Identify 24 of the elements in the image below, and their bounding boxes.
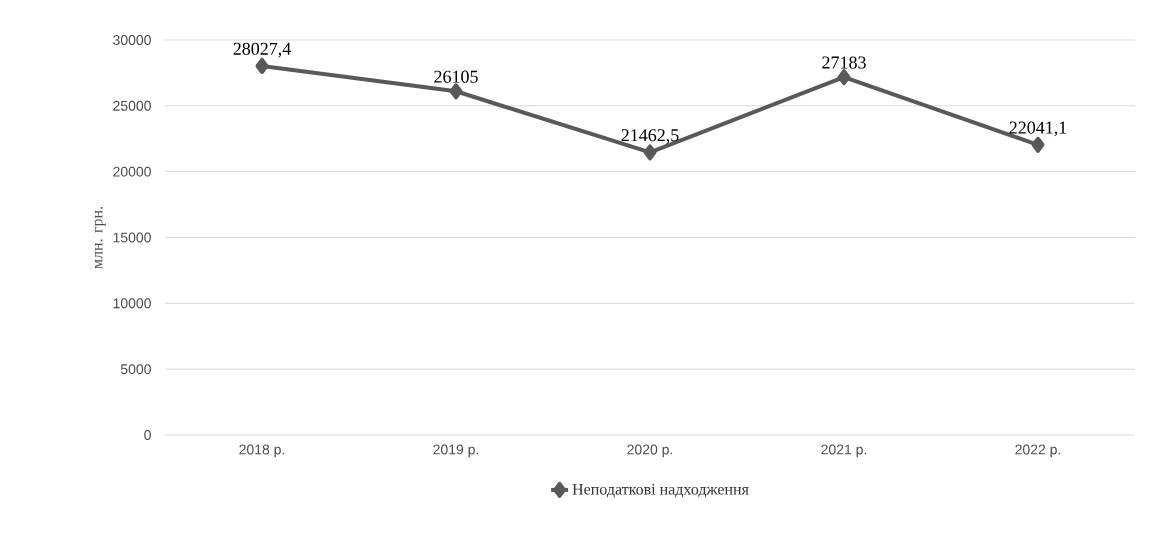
legend-label: Неподаткові надходження [572,483,749,498]
data-label: 27183 [822,56,866,69]
x-tick-label: 2021 р. [821,444,867,458]
data-label: 22041,1 [1009,121,1067,137]
point [643,144,657,161]
y-tick-label: 20000 [113,166,151,177]
x-tick-label: 2019 р. [433,444,479,458]
point [255,57,269,74]
x-tick-label: 2018 р. [239,444,285,458]
point [1031,136,1045,153]
point [449,83,463,100]
y-tick-label: 0 [144,430,151,440]
y-tick-label: 10000 [113,298,151,309]
data-label: 26105 [434,70,478,83]
y-tick-label: 5000 [120,364,151,375]
y-tick-label: 15000 [113,232,151,243]
data-label: 21462,5 [621,129,679,144]
y-axis-title: млн. грн. [94,206,106,269]
y-tick-label: 30000 [113,35,151,45]
x-tick-label: 2020 р. [627,444,673,458]
point [837,69,851,86]
data-label: 28027,4 [233,42,291,58]
y-tick-label: 25000 [113,100,151,111]
x-tick-label: 2022 р. [1015,444,1061,458]
